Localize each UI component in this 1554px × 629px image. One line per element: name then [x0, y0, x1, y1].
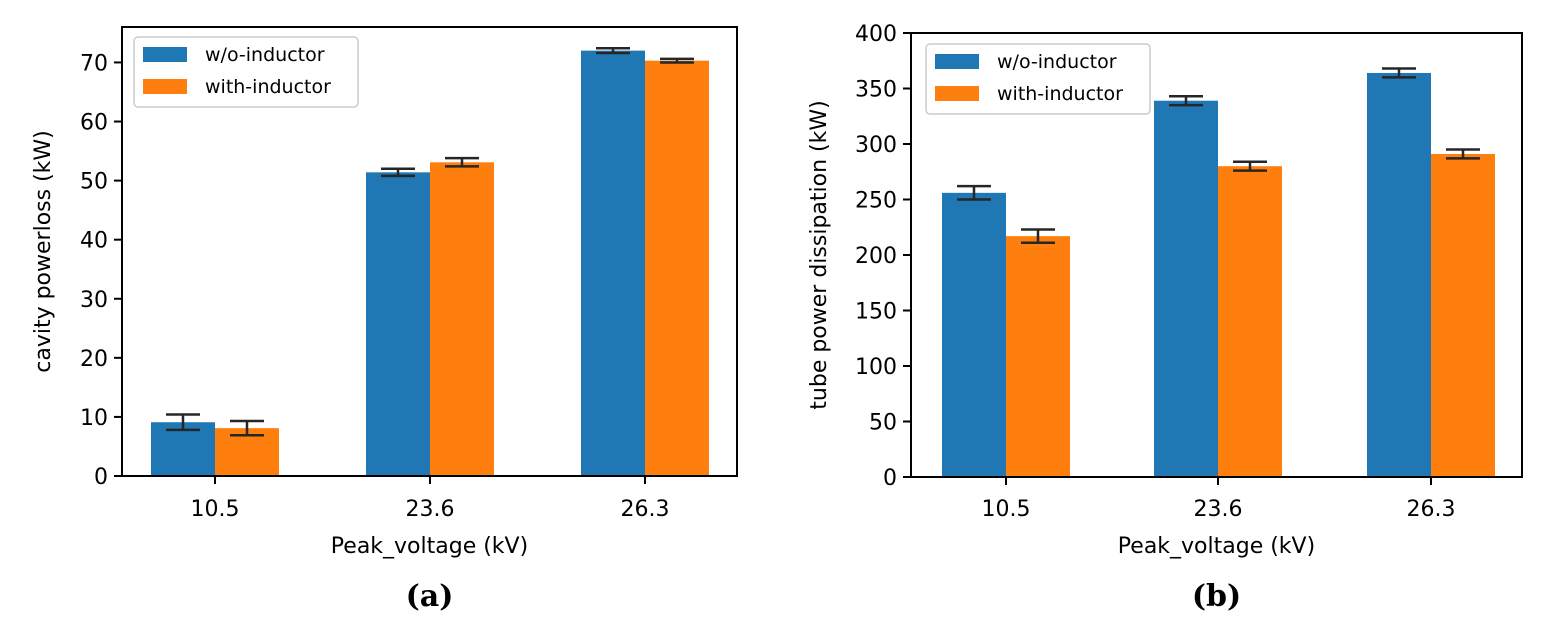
y-tick-label: 200 — [855, 244, 897, 269]
y-tick-label: 0 — [94, 465, 108, 490]
error-bar-without-inductor-10.5 — [166, 413, 200, 432]
x-tick-label: 23.6 — [1194, 497, 1243, 522]
bar-without-inductor-26.3 — [581, 50, 645, 476]
legend-swatch-with-inductor — [143, 79, 187, 94]
legend-swatch-without-inductor — [935, 54, 979, 69]
panel-caption: (b) — [1192, 579, 1241, 614]
error-bar-without-inductor-26.3 — [1382, 67, 1416, 79]
y-tick-label: 20 — [80, 347, 108, 372]
y-tick-label: 10 — [80, 406, 108, 431]
legend-label-with-inductor: with-inductor — [205, 76, 331, 98]
y-tick-label: 300 — [855, 133, 897, 158]
error-bar-with-inductor-10.5 — [1021, 228, 1055, 245]
bar-with-inductor-26.3 — [645, 60, 709, 477]
x-axis-label: Peak_voltage (kV) — [331, 534, 528, 559]
panel-caption: (a) — [406, 579, 454, 614]
error-bar-without-inductor-10.5 — [957, 184, 991, 201]
x-tick-label: 26.3 — [1407, 497, 1456, 522]
error-bar-with-inductor-23.6 — [1233, 160, 1267, 172]
legend-box — [925, 43, 1151, 115]
x-axis-label: Peak_voltage (kV) — [1118, 534, 1315, 559]
x-tick-label: 23.6 — [406, 497, 455, 522]
legend-swatch-without-inductor — [143, 47, 187, 62]
y-tick-label: 50 — [80, 170, 108, 195]
bar-without-inductor-10.5 — [151, 422, 215, 476]
y-tick-label: 30 — [80, 288, 108, 313]
y-axis-label: cavity powerloss (kW) — [31, 130, 56, 373]
legend-swatch-with-inductor — [935, 86, 979, 101]
chart-panel-b: 0 50 100 150 200 250 300 350 400 10.5 23.6 26.3 Peak… — [807, 22, 1523, 614]
bar-with-inductor-23.6 — [1218, 166, 1282, 477]
error-bar-without-inductor-26.3 — [596, 47, 630, 55]
legend: w/o-inductor with-inductor — [133, 36, 359, 108]
bar-with-inductor-10.5 — [1006, 236, 1070, 477]
bar-without-inductor-23.6 — [1154, 100, 1218, 478]
y-tick-label: 70 — [80, 51, 108, 76]
bar-without-inductor-26.3 — [1367, 72, 1431, 478]
x-tick-label: 10.5 — [982, 497, 1031, 522]
y-tick-label: 0 — [883, 466, 897, 491]
error-bar-with-inductor-23.6 — [445, 156, 479, 168]
bar-without-inductor-23.6 — [366, 172, 430, 476]
bar-with-inductor-26.3 — [1431, 153, 1495, 478]
error-bar-with-inductor-26.3 — [1446, 148, 1480, 160]
x-tick-label: 26.3 — [621, 497, 670, 522]
y-tick-label: 60 — [80, 111, 108, 136]
y-tick-label: 250 — [855, 189, 897, 214]
legend-label-without-inductor: w/o-inductor — [205, 44, 325, 66]
chart-panel-a: 0 10 20 30 40 50 60 70 10.5 23.6 26.3 Peak_voltage … — [31, 26, 738, 614]
bar-with-inductor-23.6 — [430, 162, 494, 477]
error-bar-with-inductor-26.3 — [660, 57, 694, 64]
error-bar-without-inductor-23.6 — [381, 167, 415, 178]
error-bar-with-inductor-10.5 — [230, 419, 264, 437]
y-tick-label: 100 — [855, 355, 897, 380]
y-tick-label: 40 — [80, 229, 108, 254]
y-axis-label: tube power dissipation (kW) — [807, 100, 832, 409]
legend: w/o-inductor with-inductor — [925, 43, 1151, 115]
legend-box — [133, 36, 359, 108]
y-tick-label: 400 — [855, 22, 897, 47]
legend-label-with-inductor: with-inductor — [997, 83, 1123, 105]
error-bar-without-inductor-23.6 — [1169, 95, 1203, 107]
y-tick-label: 150 — [855, 300, 897, 325]
y-tick-label: 50 — [869, 411, 897, 436]
x-tick-label: 10.5 — [191, 497, 240, 522]
bar-without-inductor-10.5 — [942, 192, 1006, 477]
y-tick-label: 350 — [855, 78, 897, 103]
legend-label-without-inductor: w/o-inductor — [997, 51, 1117, 73]
